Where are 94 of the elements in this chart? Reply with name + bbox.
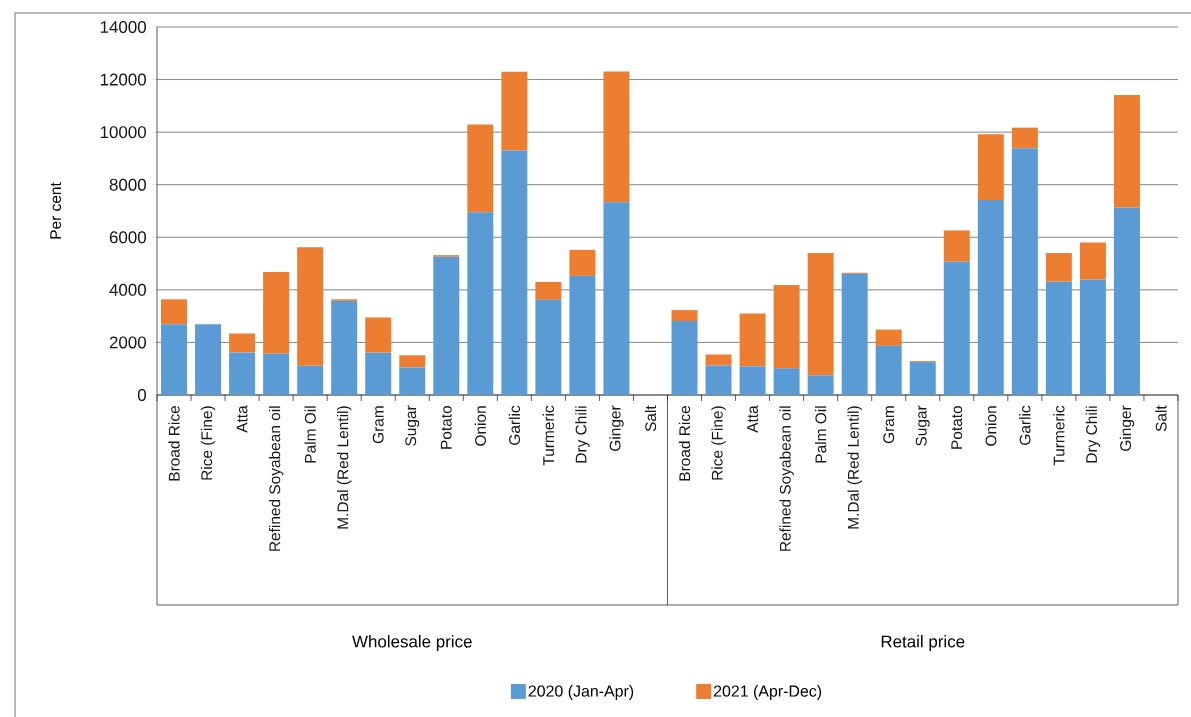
y-tick-label: 4000 — [109, 283, 146, 296]
bar — [773, 285, 800, 369]
bar — [263, 271, 290, 354]
bar — [739, 313, 766, 367]
x-tick-label: Onion — [474, 406, 486, 446]
bar — [365, 317, 392, 353]
y-tick-label: 10000 — [100, 126, 146, 139]
x-tick-label: Broad Rice — [678, 406, 691, 481]
bar — [1079, 242, 1106, 280]
x-tick-label: Turmeric — [1053, 405, 1065, 466]
bar — [365, 352, 392, 395]
x-tick-label: Refined Soyabean oil — [779, 406, 794, 551]
x-tick-label: Atta — [236, 405, 248, 433]
bar — [1113, 207, 1140, 395]
x-tick-label: Rice (Fine) — [711, 406, 726, 480]
bar — [773, 368, 800, 395]
bar — [807, 253, 834, 376]
x-tick-label: Turmeric — [542, 405, 555, 466]
y-tick-label: 12000 — [100, 73, 146, 86]
x-tick-label: Onion — [985, 406, 997, 446]
bar — [1045, 253, 1072, 282]
bar — [1011, 127, 1038, 149]
bar — [1079, 279, 1106, 395]
bar — [501, 71, 528, 151]
bar — [195, 324, 222, 395]
bar — [399, 355, 426, 368]
x-tick-label: Potato — [440, 405, 452, 449]
bar — [467, 124, 494, 213]
y-tick-label: 6000 — [109, 231, 146, 244]
bar — [841, 273, 868, 395]
x-tick-label: Salt — [1155, 405, 1167, 432]
bar — [875, 345, 902, 395]
bar — [943, 261, 970, 395]
bar — [229, 333, 256, 353]
y-tick-label: 14000 — [100, 20, 146, 33]
bar — [705, 365, 732, 395]
bar — [501, 150, 528, 395]
bar — [399, 367, 426, 395]
x-tick-label: Rice (Fine) — [200, 406, 216, 480]
bar — [433, 256, 460, 395]
x-tick-label: Sugar — [915, 405, 930, 446]
bar — [161, 324, 188, 395]
x-tick-label: Garlic — [508, 405, 521, 445]
x-tick-label: Refined Soyabean oil — [268, 406, 284, 551]
bar — [977, 134, 1004, 200]
bar — [705, 354, 732, 366]
y-axis-title: Per cent — [50, 182, 62, 239]
bar — [263, 353, 290, 395]
x-tick-label: Palm Oil — [304, 406, 316, 463]
bar — [671, 310, 698, 322]
bar — [331, 300, 358, 395]
bar — [161, 299, 188, 325]
bar — [1011, 148, 1038, 395]
x-tick-label: Broad Rice — [168, 406, 180, 481]
x-tick-label: Ginger — [609, 405, 624, 451]
x-tick-label: Palm Oil — [814, 406, 827, 463]
x-tick-label: Gram — [372, 406, 384, 444]
bar — [569, 249, 596, 276]
bar — [671, 321, 698, 395]
bar — [909, 362, 936, 395]
x-tick-label: Sugar — [405, 405, 420, 446]
legend-label: 2021 (Apr-Dec) — [713, 685, 822, 700]
x-tick-label: Atta — [747, 405, 758, 433]
x-tick-label: Potato — [951, 405, 963, 449]
bar — [1045, 281, 1072, 395]
bar — [467, 212, 494, 395]
bar — [229, 352, 256, 395]
legend-label: 2020 (Jan-Apr) — [528, 685, 634, 700]
x-tick-label: Dry Chili — [1085, 406, 1101, 463]
y-tick-label: 8000 — [109, 178, 146, 191]
y-tick-label: 0 — [137, 388, 147, 401]
bar — [603, 71, 630, 203]
bar — [739, 366, 766, 395]
bar — [603, 202, 630, 395]
bar — [1113, 95, 1140, 208]
x-tick-label: Salt — [644, 405, 657, 432]
bar — [535, 281, 562, 300]
bar — [297, 365, 324, 395]
bar — [807, 375, 834, 395]
text: Retail price — [881, 635, 965, 651]
x-tick-label: Garlic — [1019, 405, 1031, 445]
x-tick-label: M.Dal (Red Lentil) — [847, 406, 862, 529]
bar — [943, 230, 970, 262]
x-tick-label: Gram — [883, 406, 895, 444]
x-tick-label: M.Dal (Red Lentil) — [337, 406, 352, 529]
bar — [535, 299, 562, 395]
bar — [875, 329, 902, 346]
y-tick-label: 2000 — [109, 336, 146, 349]
x-tick-label: Ginger — [1119, 405, 1135, 451]
text: Wholesale price — [352, 635, 472, 651]
x-tick-label: Dry Chili — [575, 406, 590, 463]
bar — [297, 247, 324, 366]
bar — [977, 199, 1004, 395]
bar — [569, 275, 596, 395]
